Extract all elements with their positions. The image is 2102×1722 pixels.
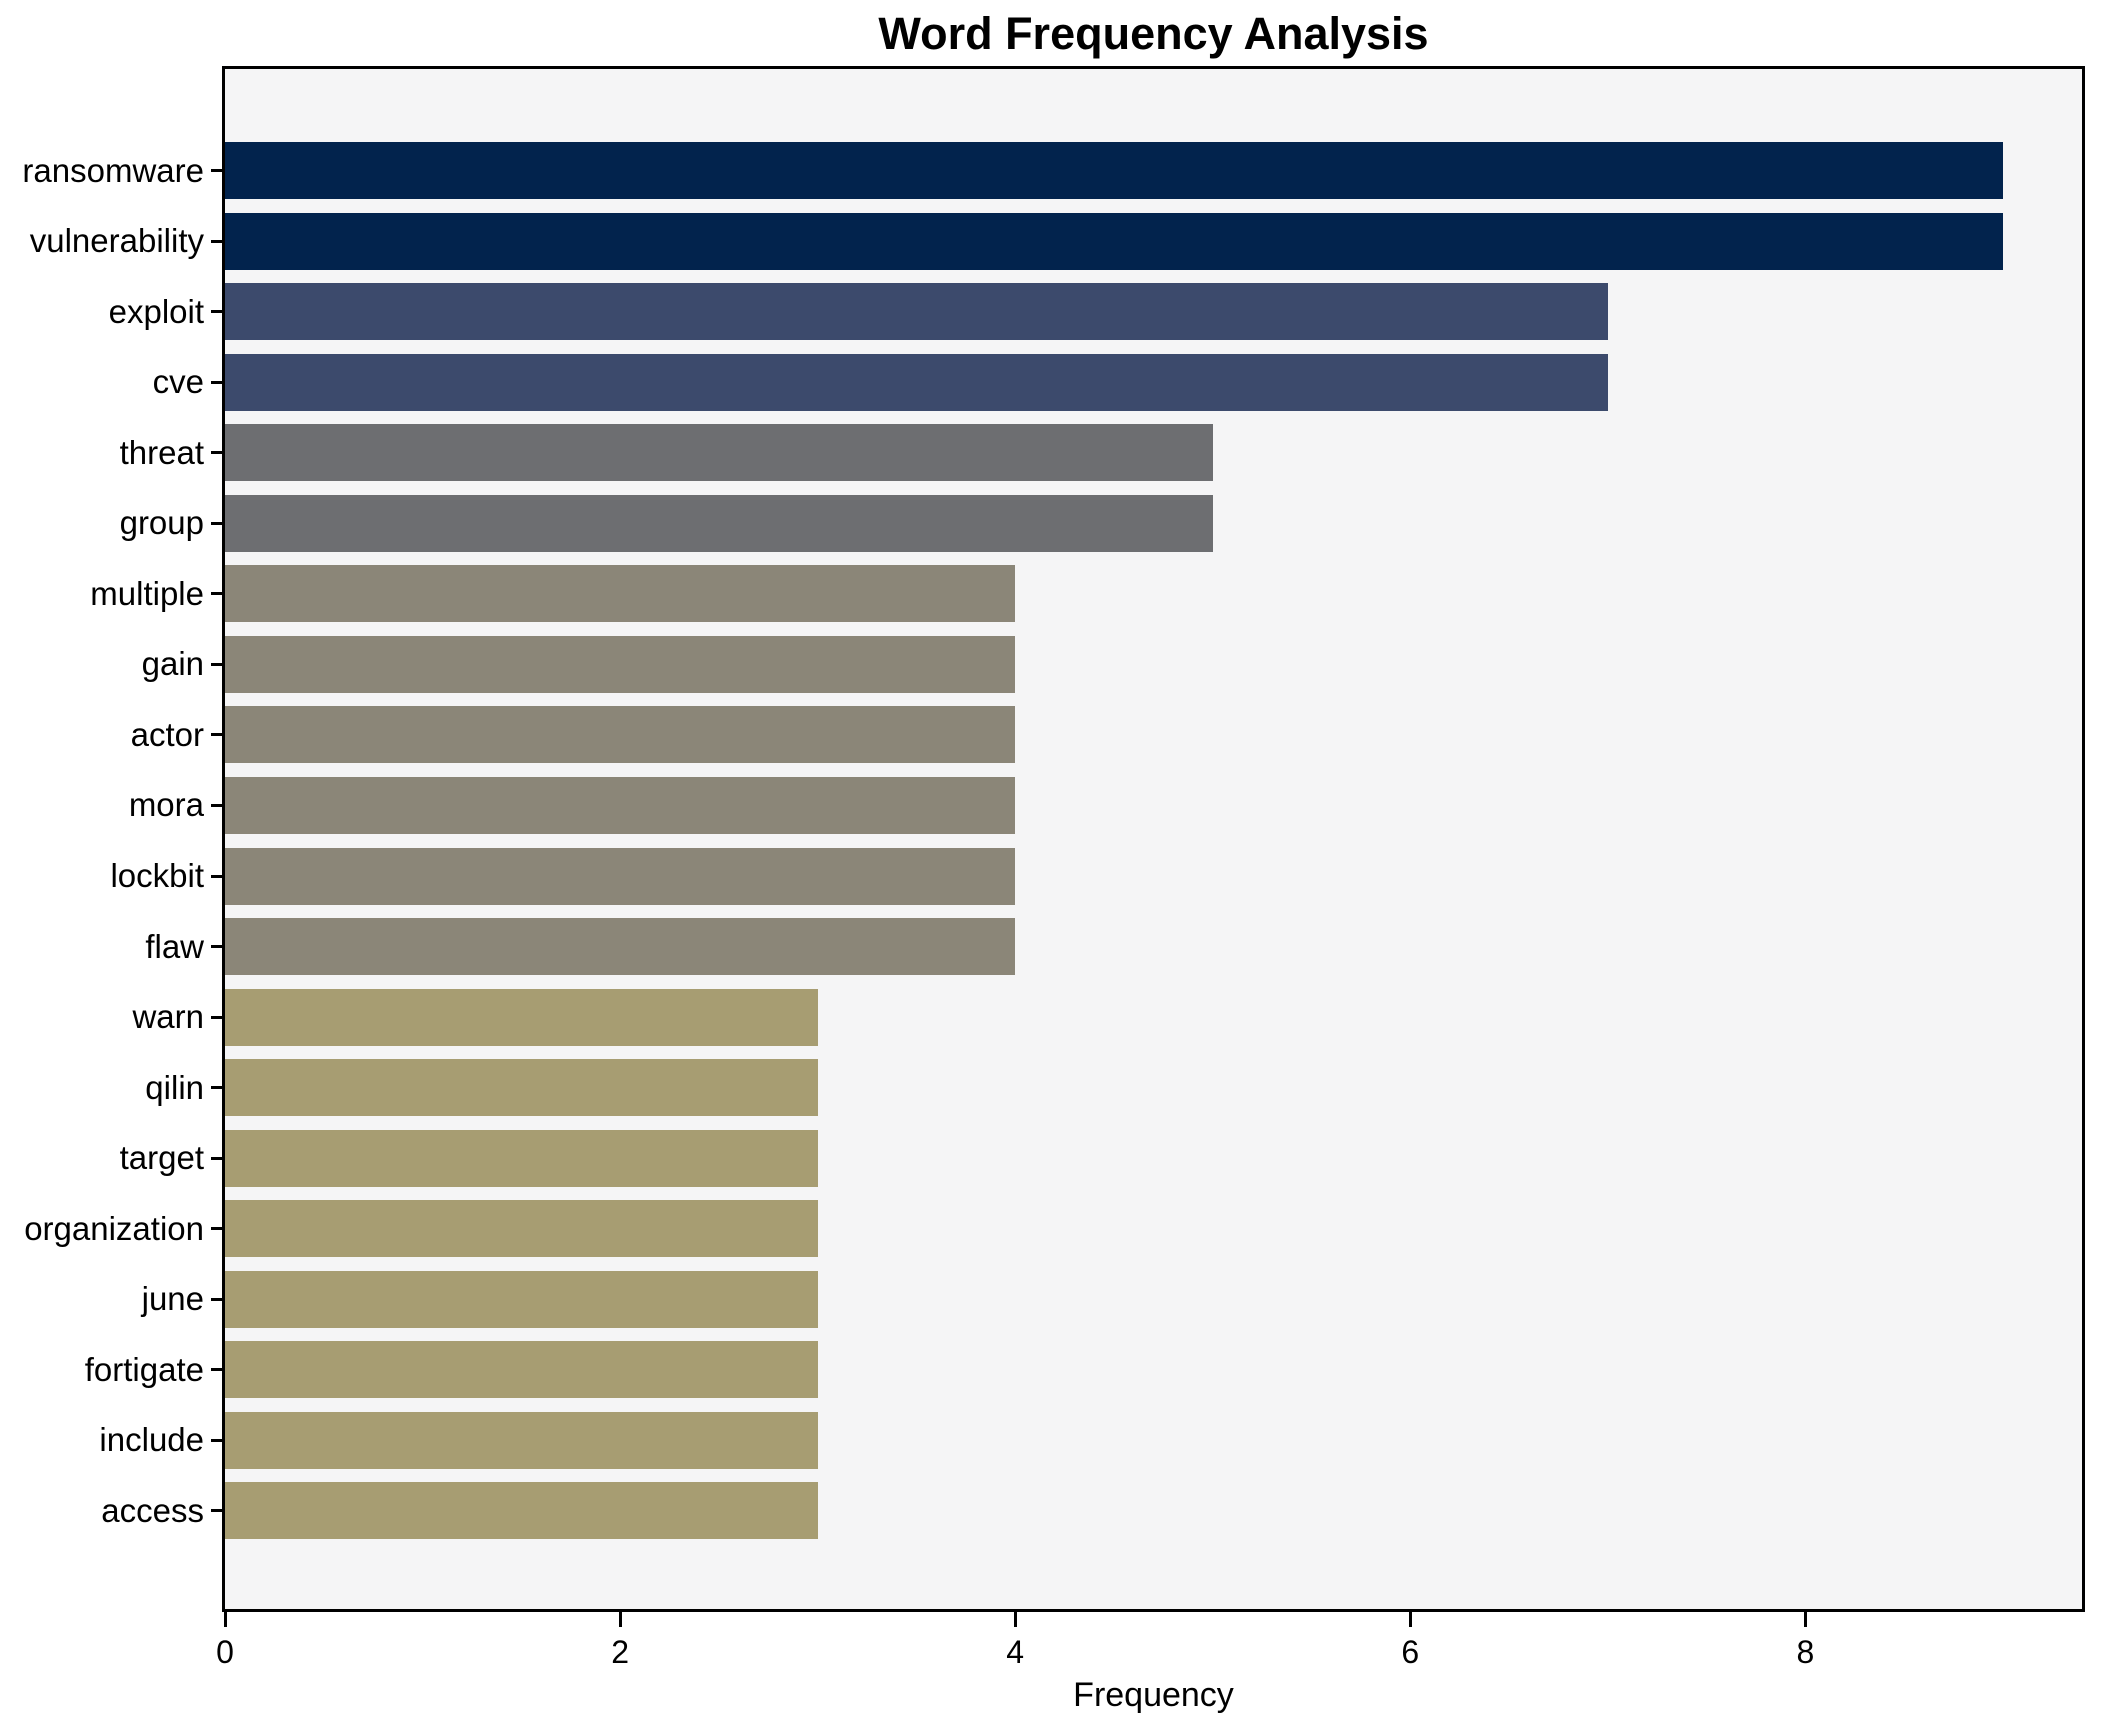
y-tick-mark <box>211 1015 222 1019</box>
y-tick-label: mora <box>128 786 204 824</box>
x-tick-label: 6 <box>1401 1634 1420 1670</box>
y-tick-mark <box>211 521 222 525</box>
bar-organization <box>225 1200 818 1258</box>
y-tick-mark <box>211 451 222 455</box>
y-tick-label: group <box>119 504 204 542</box>
y-tick-mark <box>211 1297 222 1301</box>
y-tick-label: flaw <box>145 927 204 965</box>
y-tick-label: target <box>119 1139 204 1177</box>
bar-june <box>225 1270 818 1328</box>
y-tick-label: multiple <box>90 574 204 612</box>
x-tick-mark <box>223 1612 227 1627</box>
y-tick-label: june <box>141 1280 204 1318</box>
y-tick-mark <box>211 1227 222 1231</box>
y-tick-mark <box>211 310 222 314</box>
x-tick-mark <box>1013 1612 1017 1627</box>
x-tick-mark <box>1803 1612 1807 1627</box>
y-tick-mark <box>211 1509 222 1513</box>
y-tick-mark <box>211 874 222 878</box>
y-tick-label: access <box>101 1491 204 1529</box>
y-tick-label: cve <box>152 363 204 401</box>
x-tick-label: 8 <box>1796 1634 1815 1670</box>
x-tick-mark <box>618 1612 622 1627</box>
y-tick-mark <box>211 592 222 596</box>
y-tick-mark <box>211 1086 222 1090</box>
y-tick-label: ransomware <box>22 151 204 189</box>
x-tick-mark <box>1408 1612 1412 1627</box>
y-tick-label: lockbit <box>110 857 204 894</box>
bar-access <box>225 1482 818 1540</box>
bar-warn <box>225 988 818 1046</box>
y-tick-label: threat <box>119 433 204 471</box>
x-tick-label: 4 <box>1006 1634 1025 1670</box>
bar-gain <box>225 635 1016 693</box>
y-tick-mark <box>211 945 222 949</box>
y-tick-label: fortigate <box>84 1350 204 1388</box>
bar-multiple <box>225 565 1016 623</box>
y-tick-mark <box>211 1156 222 1160</box>
bar-include <box>225 1411 818 1469</box>
y-tick-mark <box>211 380 222 384</box>
chart-title: Word Frequency Analysis <box>878 8 1429 59</box>
y-tick-label: include <box>99 1421 204 1459</box>
y-tick-mark <box>211 662 222 666</box>
bar-mora <box>225 776 1016 834</box>
y-tick-label: exploit <box>108 292 204 330</box>
y-tick-mark <box>211 169 222 172</box>
y-tick-mark <box>211 733 222 737</box>
y-tick-mark <box>211 803 222 807</box>
y-tick-label: actor <box>130 715 204 753</box>
bar-qilin <box>225 1059 818 1117</box>
bar-ransomware <box>225 142 2003 199</box>
y-tick-mark <box>211 1368 222 1372</box>
bar-flaw <box>225 918 1016 976</box>
y-tick-label: qilin <box>145 1068 204 1106</box>
x-axis-title: Frequency <box>1073 1676 1234 1714</box>
y-tick-label: warn <box>132 998 204 1036</box>
y-tick-mark <box>211 1438 222 1442</box>
bar-group <box>225 494 1213 552</box>
bar-fortigate <box>225 1341 818 1399</box>
bar-threat <box>225 424 1213 482</box>
bar-lockbit <box>225 847 1016 905</box>
bar-actor <box>225 706 1016 764</box>
plot-area <box>222 66 2085 1612</box>
x-tick-label: 0 <box>216 1634 234 1670</box>
y-tick-label: gain <box>141 645 204 683</box>
bar-cve <box>225 353 1608 411</box>
y-tick-mark <box>211 239 222 243</box>
bar-target <box>225 1129 818 1187</box>
y-tick-label: vulnerability <box>29 222 204 260</box>
bar-vulnerability <box>225 212 2003 270</box>
x-tick-label: 2 <box>611 1634 629 1670</box>
y-tick-label: organization <box>24 1209 204 1247</box>
bar-exploit <box>225 283 1608 341</box>
